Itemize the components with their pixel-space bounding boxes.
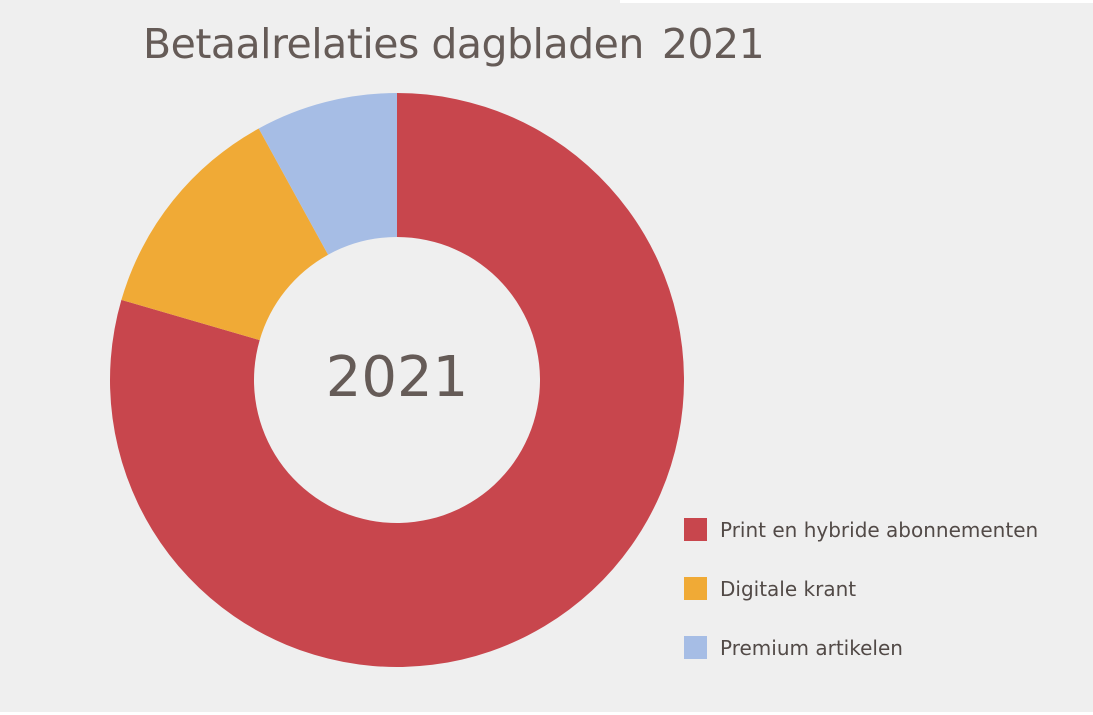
legend-swatch xyxy=(684,518,707,541)
legend-item-1: Print en hybride abonnementen xyxy=(684,513,1038,546)
legend-item-3: Premium artikelen xyxy=(684,631,1038,664)
chart-title: Betaalrelaties dagbladen 2021 xyxy=(143,20,765,68)
legend-swatch xyxy=(684,577,707,600)
legend-label: Digitale krant xyxy=(720,576,857,601)
legend-label: Premium artikelen xyxy=(720,635,903,660)
donut-slice-3 xyxy=(258,93,397,255)
donut-slices xyxy=(110,93,684,667)
donut-center-label: 2021 xyxy=(326,345,469,410)
donut-slice-2 xyxy=(121,128,329,341)
legend-swatch xyxy=(684,636,707,659)
legend-item-2: Digitale krant xyxy=(684,572,1038,605)
legend: Print en hybride abonnementen Digitale kr… xyxy=(684,513,1038,690)
legend-label: Print en hybride abonnementen xyxy=(720,517,1039,542)
top-edge-strip xyxy=(620,0,1093,3)
donut-slice-1 xyxy=(110,93,684,667)
chart-title-text: Betaalrelaties dagbladen xyxy=(143,20,644,68)
chart-title-year: 2021 xyxy=(661,20,765,68)
